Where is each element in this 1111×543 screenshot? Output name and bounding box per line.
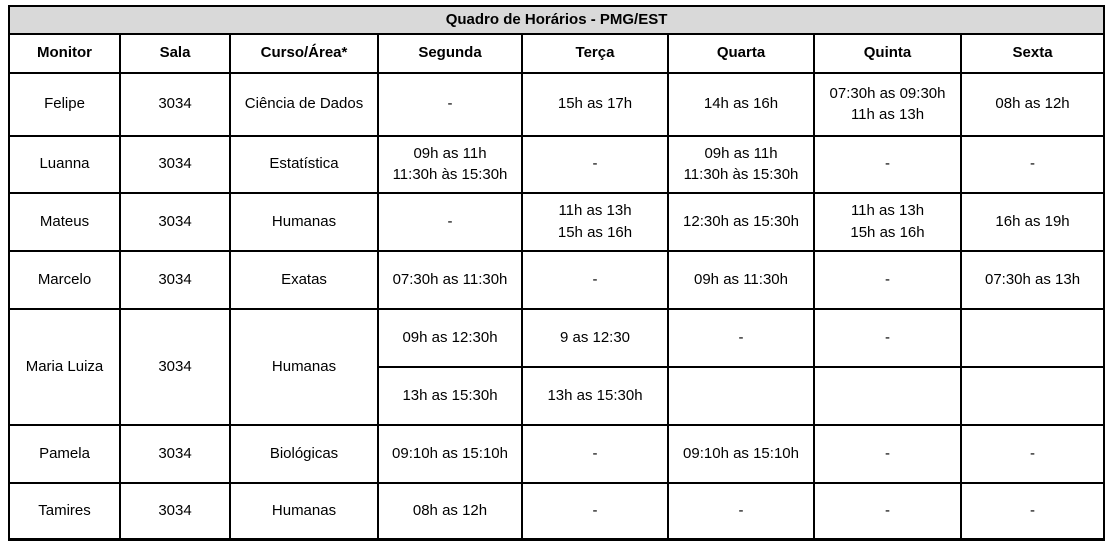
cell-quinta: -	[813, 134, 962, 194]
cell-terca: -	[521, 249, 669, 310]
cell-segunda: 09:10h as 15:10h	[377, 423, 523, 484]
table-row: Felipe 3034 Ciência de Dados - 15h as 17…	[8, 71, 1106, 137]
table-title: Quadro de Horários - PMG/EST	[7, 5, 1106, 35]
col-header-quarta: Quarta	[667, 32, 815, 74]
schedule-table: Quadro de Horários - PMG/EST Monitor Sal…	[7, 5, 1106, 542]
cell-curso: Humanas	[229, 481, 379, 542]
cell-terca: 15h as 17h	[521, 71, 669, 137]
cell-quinta: 11h as 13h 15h as 16h	[813, 191, 962, 252]
cell-quarta: -	[667, 307, 815, 368]
cell-quinta: -	[813, 481, 962, 542]
cell-sala: 3034	[119, 307, 231, 426]
cell-quarta	[667, 365, 815, 426]
table-row: Pamela 3034 Biológicas 09:10h as 15:10h …	[8, 423, 1106, 484]
cell-sexta: 08h as 12h	[959, 71, 1106, 137]
cell-line: 07:30h as 09:30h	[829, 84, 946, 102]
cell-quinta	[813, 365, 962, 426]
cell-sexta	[959, 307, 1106, 368]
cell-sala: 3034	[119, 71, 231, 137]
table-row: 13h as 15:30h 13h as 15:30h	[9, 365, 1106, 426]
cell-segunda: 08h as 12h	[377, 481, 523, 542]
col-header-monitor: Monitor	[8, 32, 121, 74]
cell-monitor: Mateus	[8, 191, 121, 252]
cell-terca: 9 as 12:30	[521, 307, 669, 368]
title-row: Quadro de Horários - PMG/EST	[7, 5, 1106, 35]
cell-segunda: 09h as 11h 11:30h às 15:30h	[377, 134, 523, 194]
cell-quarta: 14h as 16h	[667, 71, 815, 137]
cell-sexta: -	[959, 481, 1106, 542]
cell-sexta: 07:30h as 13h	[959, 249, 1106, 310]
cell-monitor: Felipe	[8, 71, 121, 137]
cell-quinta: 07:30h as 09:30h 11h as 13h	[813, 71, 962, 137]
cell-quinta: -	[813, 249, 962, 310]
cell-quarta: 09h as 11h 11:30h às 15:30h	[667, 134, 815, 194]
cell-quarta: 12:30h as 15:30h	[667, 191, 815, 252]
cell-terca: -	[521, 423, 669, 484]
cell-line: 15h as 16h	[557, 223, 633, 241]
table-row: Maria Luiza 3034 Humanas 09h as 12:30h 9…	[8, 307, 1106, 426]
cell-monitor: Marcelo	[8, 249, 121, 310]
cell-quinta: -	[813, 307, 962, 368]
cell-line: 11h as 13h	[850, 202, 925, 219]
cell-curso: Biológicas	[229, 423, 379, 484]
col-header-segunda: Segunda	[377, 32, 523, 74]
col-header-curso: Curso/Área*	[229, 32, 379, 74]
cell-curso: Estatística	[229, 134, 379, 194]
cell-sala: 3034	[119, 191, 231, 252]
cell-sexta: 16h as 19h	[959, 191, 1106, 252]
cell-sala: 3034	[119, 249, 231, 310]
cell-segunda: -	[377, 191, 523, 252]
col-header-terca: Terça	[521, 32, 669, 74]
cell-segunda: 07:30h as 11:30h	[377, 249, 523, 310]
cell-line: 11h as 13h	[850, 106, 925, 124]
cell-monitor: Maria Luiza	[8, 307, 121, 426]
cell-line: 11:30h às 15:30h	[392, 166, 508, 184]
col-header-sexta: Sexta	[959, 32, 1106, 74]
cell-line: 09h as 11h	[413, 144, 487, 162]
cell-sexta	[959, 365, 1106, 426]
table-row: Mateus 3034 Humanas - 11h as 13h 15h as …	[8, 191, 1106, 252]
col-header-quinta: Quinta	[813, 32, 962, 74]
cell-line: 11h as 13h	[558, 202, 632, 219]
header-row: Monitor Sala Curso/Área* Segunda Terça Q…	[8, 32, 1106, 74]
cell-sala: 3034	[119, 481, 231, 542]
cell-line: 11:30h às 15:30h	[683, 166, 799, 184]
cell-line: 09h as 11h	[704, 144, 778, 162]
cell-line: 15h as 16h	[850, 223, 925, 241]
cell-sala: 3034	[119, 423, 231, 484]
col-header-sala: Sala	[119, 32, 231, 74]
cell-segunda: 13h as 15:30h	[377, 365, 523, 426]
cell-quarta: 09:10h as 15:10h	[667, 423, 815, 484]
cell-curso: Ciência de Dados	[229, 71, 379, 137]
cell-monitor: Luanna	[8, 134, 121, 194]
cell-terca: -	[521, 134, 669, 194]
cell-sexta: -	[959, 423, 1106, 484]
cell-curso: Exatas	[229, 249, 379, 310]
cell-curso: Humanas	[229, 307, 379, 426]
cell-curso: Humanas	[229, 191, 379, 252]
cell-segunda: 09h as 12:30h	[377, 307, 523, 368]
cell-terca: 13h as 15:30h	[521, 365, 669, 426]
cell-quarta: -	[667, 481, 815, 542]
cell-segunda: -	[377, 71, 523, 137]
table-row: Luanna 3034 Estatística 09h as 11h 11:30…	[8, 134, 1106, 194]
cell-terca: 11h as 13h 15h as 16h	[521, 191, 669, 252]
cell-monitor: Tamires	[8, 481, 121, 542]
cell-sala: 3034	[119, 134, 231, 194]
cell-quarta: 09h as 11:30h	[667, 249, 815, 310]
cell-terca: -	[521, 481, 669, 542]
cell-monitor: Pamela	[8, 423, 121, 484]
table-row: Marcelo 3034 Exatas 07:30h as 11:30h - 0…	[8, 249, 1106, 310]
cell-sexta: -	[959, 134, 1106, 194]
table-row: Tamires 3034 Humanas 08h as 12h - - - -	[8, 481, 1106, 542]
cell-quinta: -	[813, 423, 962, 484]
